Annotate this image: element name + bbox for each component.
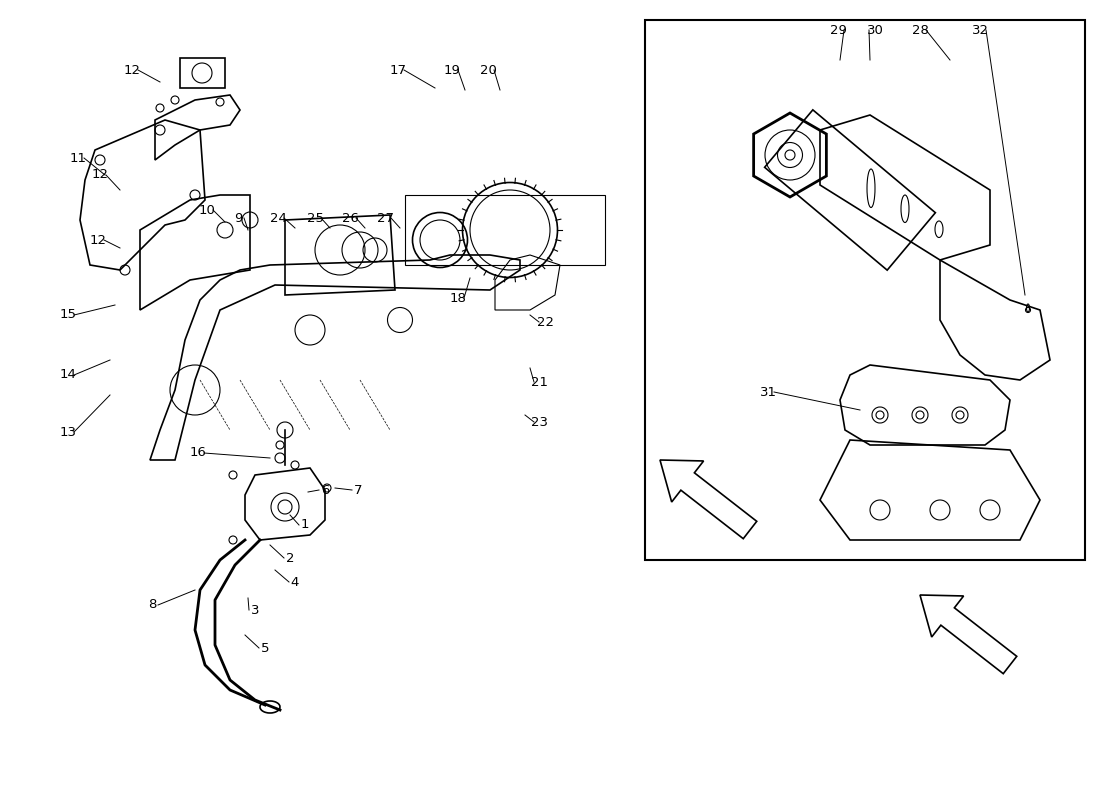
Text: 12: 12 [123, 63, 141, 77]
Text: 26: 26 [342, 211, 359, 225]
Text: 20: 20 [480, 63, 496, 77]
Text: 16: 16 [189, 446, 207, 459]
Text: 22: 22 [537, 315, 553, 329]
Text: 19: 19 [443, 63, 461, 77]
Text: 18: 18 [450, 291, 466, 305]
Text: 25: 25 [307, 211, 323, 225]
Text: 29: 29 [829, 23, 846, 37]
Text: 8: 8 [147, 598, 156, 611]
Text: 6: 6 [321, 483, 329, 497]
Text: 12: 12 [91, 169, 109, 182]
Text: 3: 3 [251, 603, 260, 617]
Text: 12: 12 [89, 234, 107, 246]
Text: 7: 7 [354, 483, 362, 497]
Text: 15: 15 [59, 309, 77, 322]
Bar [180, 58, 226, 88]
Text: 24: 24 [270, 211, 286, 225]
Bar [645, 20, 1085, 560]
Text: 14: 14 [59, 369, 76, 382]
Bar [405, 195, 605, 265]
Text: 2: 2 [286, 551, 295, 565]
Text: 9: 9 [234, 211, 242, 225]
Text: 30: 30 [867, 23, 883, 37]
Text: 17: 17 [389, 63, 407, 77]
Text: 32: 32 [971, 23, 989, 37]
Text: 31: 31 [759, 386, 777, 398]
Text: 5: 5 [261, 642, 270, 654]
Text: 21: 21 [531, 375, 549, 389]
Text: 23: 23 [531, 415, 549, 429]
Text: 10: 10 [199, 203, 216, 217]
Text: 11: 11 [69, 151, 87, 165]
Text: 27: 27 [376, 211, 394, 225]
Text: 4: 4 [290, 575, 299, 589]
Text: 1: 1 [300, 518, 309, 531]
Text: 28: 28 [912, 23, 928, 37]
Text: 13: 13 [59, 426, 77, 438]
